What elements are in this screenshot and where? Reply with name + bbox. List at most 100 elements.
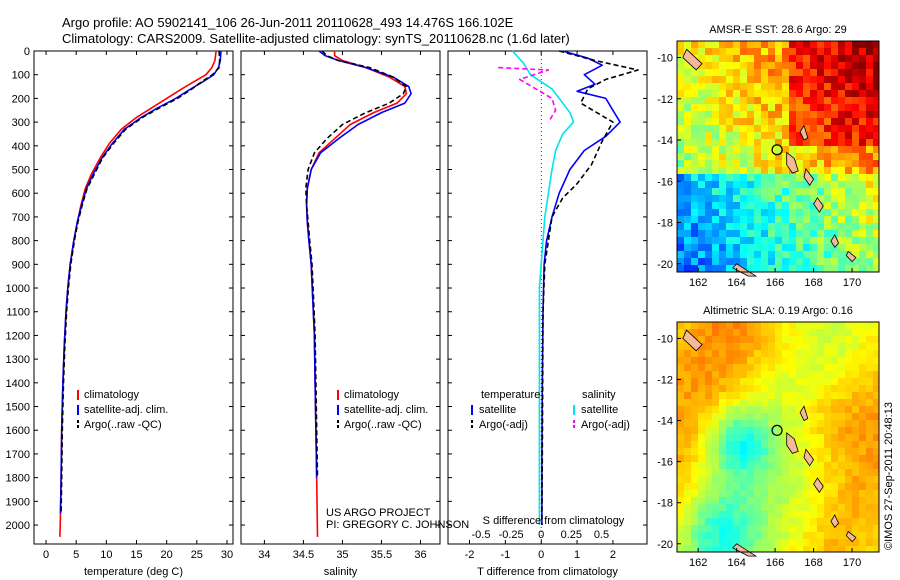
sst_map-cell [831,258,839,266]
depth-tick-label: 1300 [6,354,30,366]
sla_map-cell [845,392,853,400]
sla_map-cell [866,385,874,393]
sla_map-cell [817,399,825,407]
sst_map-cell [761,174,769,182]
sst_map-cell [719,160,727,168]
sla_map-cell [838,350,846,358]
sla_map-cell [845,357,853,365]
sla_map-cell [852,525,860,533]
sla_map-cell [859,546,867,553]
sst_map-cell [782,251,790,259]
sla_map-cell [789,476,797,484]
sla_map-cell [726,455,734,463]
sst_map-cell [838,111,846,119]
sst_map-cell [677,139,685,147]
sla_map-cell [768,546,776,553]
sla_map-cell [747,518,755,526]
sst_map-cell [866,251,874,259]
sst_map-cell [824,167,832,175]
sla_map-cell [810,518,818,526]
sst_map-cell [761,195,769,203]
sst_map-cell [712,69,720,77]
sla_map-cell [803,364,811,372]
sst_map-cell [761,132,769,140]
sst_map-cell [768,174,776,182]
sla_map-cell [789,427,797,435]
sst_map-cell [789,223,797,231]
sst_map-cell [698,244,706,252]
sla_map-cell [740,427,748,435]
sst_map-cell [789,237,797,245]
sst_map-cell [733,90,741,98]
sla_map-cell [859,364,867,372]
sla_map-cell [796,350,804,358]
sst_map-cell [684,265,692,273]
sla_map-cell [859,427,867,435]
sla_map-cell [768,511,776,519]
sla_map-cell [859,532,867,540]
sla_map-cell [810,504,818,512]
sla_map-cell [796,539,804,547]
sst_map-cell [845,83,853,91]
sla_map-cell [747,504,755,512]
sst_map-cell [838,174,846,182]
sla_map-cell [733,476,741,484]
sst_map-cell [789,244,797,252]
sst_map-cell [859,167,867,175]
sst_map-cell [852,69,860,77]
sst_map-cell [747,237,755,245]
sla_map-cell [852,364,860,372]
sla_map-cell [719,399,727,407]
sla_map-cell [698,511,706,519]
sst_map-cell [817,244,825,252]
sla_map-cell [740,420,748,428]
sla_map-cell [782,357,790,365]
sla_map-cell [684,511,692,519]
sst_map-cell [684,223,692,231]
sla_map-cell [768,350,776,358]
sst_map-cell [838,132,846,140]
sla_map-cell [761,532,769,540]
sst_map-cell [775,48,783,56]
sla_map-cell [733,434,741,442]
sla_map-cell [740,455,748,463]
sst_map-cell [705,69,713,77]
sla_map-cell [866,490,874,498]
sla_map-cell [810,420,818,428]
sst_map-cell [684,83,692,91]
sst_map-cell [782,244,790,252]
sla_map-cell [684,399,692,407]
sst_map-cell [817,132,825,140]
sst_map-cell [866,125,874,133]
sla_map-cell [782,462,790,470]
sla_map-cell [852,357,860,365]
sla_map-cell [782,455,790,463]
sla_map-island [799,405,809,422]
sla_map-cell [677,378,685,386]
sst_map-cell [782,104,790,112]
sst_map-cell [824,118,832,126]
sla_map-island [682,329,703,352]
sst_map-cell [782,167,790,175]
sla_map-cell [782,546,790,553]
sla_map-cell [740,497,748,505]
sla_map-cell [677,371,685,379]
sst_map-cell [712,230,720,238]
sla_map-cell [684,469,692,477]
sla_map-cell [754,511,762,519]
temperature-xtick-label: 10 [100,549,112,561]
sla_map-cell [726,441,734,449]
sst_map-cell [845,195,853,203]
sst_map-cell [698,111,706,119]
sst_map-cell [719,97,727,105]
sst_map-cell [754,83,762,91]
sla_map-cell [761,483,769,491]
sla_map-cell [719,518,727,526]
sst_map-cell [761,146,769,154]
sst_map-cell [838,139,846,147]
sla_map-cell [747,413,755,421]
sla_map-cell [754,413,762,421]
sst_map-cell [789,55,797,63]
sst_map-cell [726,202,734,210]
sst_map-cell [803,104,811,112]
